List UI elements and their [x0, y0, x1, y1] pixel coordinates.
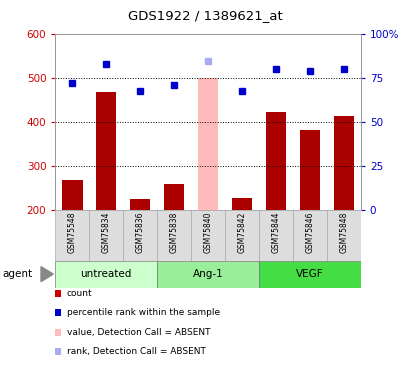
- Text: agent: agent: [2, 269, 32, 279]
- Bar: [130, 200, 150, 210]
- Bar: [326, 210, 360, 261]
- Text: GSM75836: GSM75836: [135, 211, 144, 253]
- Bar: [299, 130, 319, 210]
- Text: VEGF: VEGF: [295, 269, 323, 279]
- Polygon shape: [41, 267, 53, 282]
- Text: GSM75844: GSM75844: [271, 211, 280, 253]
- Text: rank, Detection Call = ABSENT: rank, Detection Call = ABSENT: [67, 347, 205, 356]
- Bar: [258, 261, 360, 288]
- Text: GDS1922 / 1389621_at: GDS1922 / 1389621_at: [127, 9, 282, 22]
- Text: GSM75834: GSM75834: [101, 211, 110, 253]
- Bar: [55, 261, 157, 288]
- Bar: [191, 210, 225, 261]
- Text: untreated: untreated: [81, 269, 132, 279]
- Text: GSM75842: GSM75842: [237, 211, 246, 253]
- Bar: [225, 210, 258, 261]
- Bar: [62, 180, 82, 210]
- Text: GSM75548: GSM75548: [67, 211, 76, 253]
- Bar: [89, 210, 123, 261]
- Bar: [333, 116, 353, 210]
- Bar: [198, 78, 218, 210]
- Bar: [292, 210, 326, 261]
- Bar: [123, 210, 157, 261]
- Bar: [157, 210, 191, 261]
- Text: GSM75846: GSM75846: [305, 211, 314, 253]
- Text: count: count: [67, 289, 92, 298]
- Bar: [96, 92, 116, 210]
- Bar: [231, 198, 252, 210]
- Bar: [55, 210, 89, 261]
- Bar: [164, 184, 184, 210]
- Text: GSM75840: GSM75840: [203, 211, 212, 253]
- Text: GSM75838: GSM75838: [169, 211, 178, 253]
- Text: value, Detection Call = ABSENT: value, Detection Call = ABSENT: [67, 328, 210, 337]
- Text: percentile rank within the sample: percentile rank within the sample: [67, 308, 219, 317]
- Bar: [258, 210, 292, 261]
- Text: GSM75848: GSM75848: [339, 211, 348, 253]
- Text: Ang-1: Ang-1: [192, 269, 223, 279]
- Bar: [265, 112, 285, 210]
- Bar: [157, 261, 258, 288]
